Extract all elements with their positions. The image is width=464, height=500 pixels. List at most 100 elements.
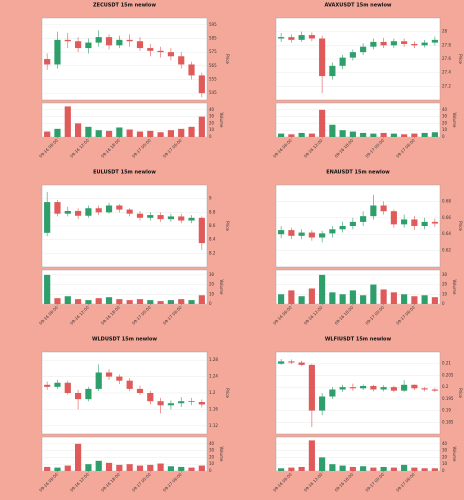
candle-body bbox=[167, 216, 174, 220]
candle-body bbox=[44, 59, 51, 65]
y-tick-label: 1.16 bbox=[209, 406, 218, 411]
y-tick-label: 555 bbox=[209, 77, 217, 82]
volume-bar bbox=[278, 294, 285, 304]
volume-tick-label: 30 bbox=[209, 114, 215, 119]
volume-bar bbox=[85, 300, 92, 304]
volume-tick-label: 10 bbox=[209, 127, 215, 132]
candle-body bbox=[431, 389, 438, 391]
volume-bar bbox=[329, 292, 336, 304]
volume-bar bbox=[147, 130, 154, 137]
volume-bar bbox=[390, 133, 397, 137]
volume-bar bbox=[370, 284, 377, 304]
volume-bar bbox=[380, 132, 387, 137]
candle-body bbox=[278, 361, 285, 364]
x-tick-label: 09-16 06:00 bbox=[272, 472, 293, 493]
volume-bar bbox=[157, 132, 164, 137]
volume-tick-label: 30 bbox=[209, 272, 215, 277]
candle-body bbox=[298, 232, 305, 236]
candle-body bbox=[288, 230, 295, 236]
x-tick-label: 09-16 18:00 bbox=[100, 472, 121, 493]
volume-bar bbox=[178, 299, 185, 304]
volume-bar bbox=[198, 465, 205, 471]
chart-title: AVAXUSDT 15m newlow bbox=[325, 3, 392, 9]
volume-bar bbox=[136, 465, 144, 471]
volume-tick-label: 0 bbox=[209, 468, 212, 473]
volume-bar bbox=[370, 133, 377, 137]
candle-body bbox=[360, 46, 367, 53]
candle-body bbox=[329, 65, 336, 77]
candle-body bbox=[75, 41, 82, 49]
y-tick-label: 9 bbox=[209, 196, 212, 201]
x-tick-label: 09-16 12:00 bbox=[69, 472, 90, 493]
volume-bar bbox=[308, 133, 315, 137]
volume-axis-label: Volume bbox=[219, 113, 224, 128]
x-tick-label: 09-16 12:00 bbox=[69, 305, 90, 326]
candle-body bbox=[126, 209, 133, 214]
volume-bar bbox=[329, 464, 336, 471]
volume-bar bbox=[298, 296, 305, 304]
candle-body bbox=[308, 35, 315, 39]
candle-body bbox=[116, 205, 123, 210]
y-axis-label: Price bbox=[458, 221, 463, 231]
candle-body bbox=[126, 380, 133, 389]
volume-bar bbox=[298, 132, 305, 137]
candle-body bbox=[308, 232, 315, 238]
y-tick-label: 0.66 bbox=[442, 215, 451, 220]
x-tick-label: 09-17 00:00 bbox=[131, 305, 152, 326]
x-tick-label: 09-17 00:00 bbox=[364, 472, 385, 493]
volume-bar bbox=[188, 467, 195, 471]
volume-bar bbox=[288, 290, 295, 304]
candle-body bbox=[288, 361, 295, 363]
candle-body bbox=[147, 393, 154, 402]
volume-bar bbox=[390, 467, 397, 471]
candle-body bbox=[85, 208, 92, 216]
candle-body bbox=[349, 52, 356, 58]
x-tick-label: 09-16 12:00 bbox=[69, 138, 90, 159]
x-tick-label: 09-16 06:00 bbox=[38, 472, 59, 493]
volume-tick-label: 20 bbox=[209, 282, 215, 287]
candle-body bbox=[349, 221, 356, 226]
volume-bar bbox=[178, 466, 185, 471]
volume-tick-label: 20 bbox=[442, 454, 448, 459]
volume-bar bbox=[370, 467, 377, 471]
candle-body bbox=[298, 362, 305, 365]
candle-body bbox=[157, 215, 164, 220]
volume-bar bbox=[431, 468, 438, 471]
chart-title: WLFIUSDT 15m newlow bbox=[325, 337, 392, 343]
y-tick-label: 0.19 bbox=[442, 408, 451, 413]
volume-bar bbox=[157, 463, 164, 471]
candle-body bbox=[136, 388, 144, 393]
volume-tick-label: 20 bbox=[209, 120, 215, 125]
y-axis-label: Price bbox=[458, 54, 463, 64]
y-tick-label: 0.21 bbox=[442, 361, 451, 366]
volume-bar bbox=[178, 128, 185, 137]
candle-body bbox=[421, 42, 428, 46]
volume-bar bbox=[380, 466, 387, 471]
volume-bar bbox=[421, 295, 428, 304]
candle-body bbox=[198, 217, 205, 244]
y-tick-label: 0.205 bbox=[442, 372, 454, 377]
volume-panel bbox=[275, 102, 441, 138]
x-tick-label: 09-16 06:00 bbox=[272, 305, 293, 326]
x-tick-label: 09-17 06:00 bbox=[162, 472, 183, 493]
volume-tick-label: 10 bbox=[442, 461, 448, 466]
volume-bar bbox=[95, 460, 102, 471]
candle-body bbox=[54, 382, 61, 387]
candle-body bbox=[95, 208, 102, 213]
volume-bar bbox=[75, 123, 82, 137]
candle-body bbox=[178, 56, 185, 65]
volume-tick-label: 0 bbox=[442, 301, 445, 306]
y-tick-label: 1.28 bbox=[209, 357, 218, 362]
volume-bar bbox=[319, 109, 326, 137]
y-tick-label: 1.24 bbox=[209, 374, 218, 379]
x-tick-label: 09-17 00:00 bbox=[364, 138, 385, 159]
volume-bar bbox=[54, 467, 61, 471]
x-tick-label: 09-17 06:00 bbox=[395, 472, 416, 493]
candle-body bbox=[64, 382, 71, 393]
volume-bar bbox=[360, 466, 367, 471]
volume-tick-label: 40 bbox=[209, 441, 215, 446]
volume-bar bbox=[411, 467, 418, 471]
candle-body bbox=[116, 376, 123, 381]
volume-bar bbox=[64, 296, 71, 304]
volume-bar bbox=[136, 299, 144, 304]
